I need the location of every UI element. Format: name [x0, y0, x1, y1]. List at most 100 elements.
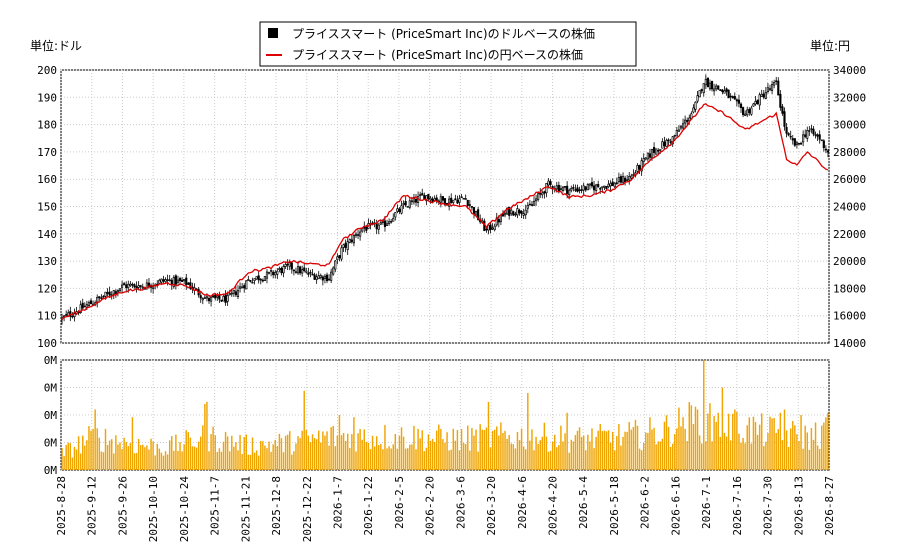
candle-body — [325, 274, 329, 282]
volume-bar — [200, 436, 202, 470]
volume-bar — [657, 441, 659, 470]
candle-body — [338, 255, 341, 258]
candle-body — [377, 224, 380, 230]
volume-bar — [113, 453, 115, 470]
candle-body — [694, 101, 697, 110]
candle-body — [332, 267, 335, 275]
candle-body — [630, 175, 633, 179]
candle-body — [176, 279, 180, 283]
volume-bar — [504, 430, 506, 470]
volume-bar — [816, 445, 819, 470]
volume-bar — [61, 448, 63, 470]
volume-bar — [522, 446, 525, 470]
candle-body — [777, 80, 780, 96]
candle-body — [379, 222, 382, 225]
candle-body — [638, 165, 641, 170]
volume-bar — [121, 448, 123, 470]
volume-bar — [340, 435, 343, 470]
legend-jpy-label: プライススマート (PriceSmart Inc)の円ベースの株価 — [292, 47, 583, 62]
y-right-axis: 14000 16000 18000 20000 22000 24000 26000 28000… — [833, 64, 866, 350]
candle-body — [174, 275, 177, 285]
candle-body — [383, 220, 387, 228]
x-tick-label: 2025-9-12 — [86, 476, 99, 536]
volume-bar — [328, 445, 330, 470]
candle-body — [421, 193, 424, 196]
candle-body — [158, 279, 161, 284]
candle-body — [232, 289, 235, 294]
volume-bar — [754, 422, 757, 470]
candle-body — [574, 189, 577, 191]
volume-bar — [682, 417, 684, 470]
candle-body — [224, 294, 227, 303]
volume-bar — [711, 441, 713, 470]
volume-bar — [117, 444, 119, 470]
candle-body — [563, 186, 567, 188]
candle-body — [773, 82, 776, 86]
candle-body — [497, 219, 500, 223]
candle-body — [348, 238, 351, 243]
volume-bar — [181, 451, 183, 470]
volume-bar — [775, 432, 777, 470]
volume-bar — [332, 425, 334, 470]
candle-body — [265, 271, 269, 279]
volume-bar — [411, 444, 413, 470]
volume-bar — [597, 430, 599, 470]
candle-body — [431, 198, 434, 202]
volume-bar — [773, 417, 775, 470]
volume-bar — [425, 447, 428, 470]
volume-bar — [653, 427, 655, 470]
volume-bar — [667, 426, 670, 470]
volume-bar — [694, 406, 697, 470]
candle-body — [166, 279, 169, 281]
volume-bar — [233, 446, 235, 470]
volume-bar — [419, 438, 421, 470]
candle-body — [737, 99, 741, 104]
volume-bar — [529, 440, 531, 470]
candle-body — [205, 296, 209, 299]
candle-body — [566, 185, 569, 194]
volume-bar — [400, 427, 403, 470]
candle-body — [342, 244, 345, 248]
legend-usd-marker — [268, 28, 278, 38]
candle-body — [251, 281, 254, 284]
candle-body — [439, 196, 442, 203]
candle-body — [748, 109, 751, 114]
volume-bar — [371, 435, 374, 470]
volume-bar — [382, 449, 384, 470]
volume-bar — [344, 440, 347, 470]
volume-bar — [177, 450, 179, 470]
volume-bar — [614, 450, 616, 470]
volume-bar — [549, 450, 552, 470]
volume-bar — [487, 401, 490, 470]
volume-bar — [713, 415, 715, 470]
volume-bar — [715, 421, 717, 470]
candle-body — [826, 150, 830, 153]
volume-bar — [289, 431, 291, 470]
volume-bar — [421, 430, 423, 470]
candle-body — [599, 187, 602, 190]
volume-bar — [164, 451, 167, 470]
candle-body — [456, 199, 459, 204]
candle-body — [392, 218, 395, 222]
candle-body — [100, 297, 103, 299]
x-tick-label: 2026-8-13 — [792, 476, 805, 536]
volume-bar — [709, 403, 711, 470]
volume-bar — [226, 436, 229, 470]
volume-bar — [388, 446, 390, 470]
candle-body — [118, 288, 122, 292]
candle-body — [419, 194, 422, 196]
volume-bar — [218, 448, 221, 470]
volume-bar — [692, 424, 695, 470]
volume-bar — [572, 441, 575, 470]
candle-body — [294, 271, 298, 273]
volume-bar — [386, 448, 388, 470]
volume-bar — [88, 426, 90, 470]
volume-bar — [589, 441, 591, 470]
volume-bar — [313, 438, 316, 470]
volume-axis: 0M 0M 0M 0M 0M — [44, 354, 58, 477]
candle-body — [642, 157, 645, 162]
candle-body — [89, 300, 93, 305]
volume-bar — [684, 428, 686, 470]
volume-bar — [216, 451, 219, 470]
volume-bar — [725, 436, 728, 470]
